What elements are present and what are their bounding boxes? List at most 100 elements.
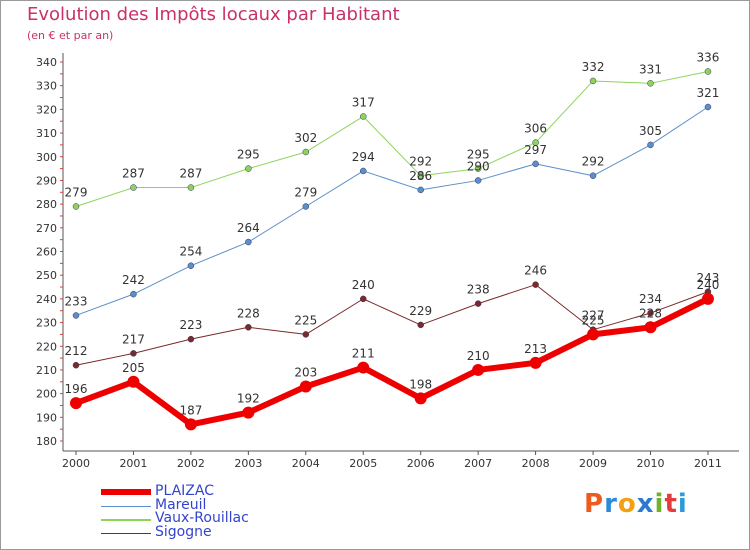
data-point-vaux-rouillac bbox=[417, 172, 424, 179]
data-point-sigogne bbox=[187, 335, 195, 343]
x-tick-label: 2001 bbox=[119, 457, 147, 470]
data-label: 203 bbox=[294, 366, 317, 380]
logo-letter: i bbox=[654, 489, 665, 519]
legend-label: Vaux-Rouillac bbox=[155, 510, 249, 526]
legend-item-mareuil: Mareuil bbox=[101, 496, 341, 513]
data-point-vaux-rouillac bbox=[72, 203, 80, 210]
logo-letter: t bbox=[664, 489, 678, 519]
y-tick-label: 300 bbox=[36, 151, 57, 164]
data-point-vaux-rouillac bbox=[130, 184, 137, 191]
data-label: 286 bbox=[409, 169, 432, 183]
data-label: 279 bbox=[294, 185, 317, 199]
x-tick-label: 2009 bbox=[579, 457, 607, 470]
data-point-mareuil bbox=[72, 312, 80, 319]
x-tick-label: 2003 bbox=[234, 457, 262, 470]
logo-letter: o bbox=[617, 489, 637, 519]
series-line-vaux-rouillac bbox=[75, 70, 709, 207]
data-point-plaizac bbox=[357, 361, 370, 374]
legend-swatch bbox=[101, 505, 151, 507]
data-label: 306 bbox=[524, 122, 547, 136]
data-point-plaizac bbox=[70, 397, 82, 410]
data-point-mareuil bbox=[302, 203, 310, 210]
data-label: 211 bbox=[352, 347, 375, 361]
data-point-sigogne bbox=[417, 321, 424, 329]
data-label: 321 bbox=[696, 86, 719, 100]
legend-swatch bbox=[101, 532, 151, 534]
data-label: 292 bbox=[409, 155, 432, 169]
y-tick-label: 340 bbox=[36, 56, 57, 69]
data-label: 332 bbox=[582, 60, 605, 74]
y-tick-label: 250 bbox=[36, 269, 57, 282]
y-tick-label: 230 bbox=[36, 317, 57, 330]
series-line-plaizac bbox=[74, 296, 710, 428]
data-point-mareuil bbox=[245, 238, 252, 246]
legend-item-sigogne: Sigogne bbox=[101, 524, 341, 540]
data-label: 229 bbox=[409, 304, 432, 318]
data-label: 302 bbox=[294, 131, 317, 145]
chart-title: Evolution des Impôts locaux par Habitant bbox=[27, 4, 400, 25]
series-layer bbox=[70, 68, 714, 431]
data-label: 223 bbox=[179, 318, 202, 332]
data-label: 196 bbox=[65, 382, 88, 396]
data-label: 264 bbox=[237, 221, 260, 235]
y-tick-label: 240 bbox=[36, 293, 57, 306]
y-tick-label: 200 bbox=[36, 388, 57, 401]
legend-label: Mareuil bbox=[155, 496, 207, 513]
data-point-plaizac bbox=[184, 418, 197, 431]
y-tick-label: 180 bbox=[36, 435, 57, 448]
data-point-sigogne bbox=[302, 331, 310, 338]
proxiti-logo: Proxiti bbox=[584, 489, 688, 519]
data-label: 225 bbox=[582, 313, 605, 327]
data-point-vaux-rouillac bbox=[302, 148, 310, 156]
data-point-vaux-rouillac bbox=[647, 80, 654, 87]
data-label: 279 bbox=[65, 185, 88, 199]
data-point-vaux-rouillac bbox=[589, 77, 597, 85]
x-tick-label: 2010 bbox=[637, 457, 665, 470]
data-label: 213 bbox=[524, 342, 547, 356]
data-label: 238 bbox=[467, 283, 490, 297]
data-label: 336 bbox=[696, 50, 719, 64]
data-point-sigogne bbox=[360, 295, 367, 303]
y-tick-label: 320 bbox=[36, 103, 57, 116]
y-tick-label: 190 bbox=[36, 411, 57, 424]
data-point-plaizac bbox=[529, 356, 542, 369]
data-label: 240 bbox=[352, 278, 375, 292]
data-point-plaizac bbox=[587, 328, 600, 341]
data-label: 187 bbox=[179, 403, 202, 417]
data-point-vaux-rouillac bbox=[187, 184, 195, 191]
data-label: 297 bbox=[524, 143, 547, 157]
logo-letter: i bbox=[677, 489, 688, 519]
logo-letter: r bbox=[604, 489, 618, 519]
data-point-plaizac bbox=[644, 321, 657, 334]
y-tick-label: 330 bbox=[36, 80, 57, 93]
series-line-mareuil bbox=[75, 106, 709, 316]
data-point-vaux-rouillac bbox=[245, 165, 252, 172]
y-tick-label: 260 bbox=[36, 246, 57, 259]
data-point-mareuil bbox=[532, 160, 539, 168]
x-tick-label: 2005 bbox=[349, 457, 377, 470]
data-label: 217 bbox=[122, 332, 145, 346]
data-point-sigogne bbox=[245, 324, 252, 331]
logo-letter: x bbox=[636, 489, 655, 519]
data-point-plaizac bbox=[242, 406, 255, 419]
data-point-mareuil bbox=[589, 172, 597, 179]
data-label: 210 bbox=[467, 349, 490, 363]
data-label: 228 bbox=[237, 306, 260, 320]
data-label: 234 bbox=[639, 292, 662, 306]
data-point-mareuil bbox=[704, 103, 712, 111]
x-tick-label: 2007 bbox=[464, 457, 492, 470]
data-point-mareuil bbox=[360, 167, 367, 175]
data-label: 287 bbox=[179, 167, 202, 181]
data-label: 295 bbox=[467, 148, 490, 162]
data-label: 212 bbox=[65, 344, 88, 358]
data-label: 198 bbox=[409, 377, 432, 391]
data-label: 192 bbox=[237, 392, 260, 406]
y-tick-label: 220 bbox=[36, 340, 57, 353]
data-point-mareuil bbox=[647, 141, 654, 149]
data-point-vaux-rouillac bbox=[704, 68, 712, 75]
x-tick-label: 2000 bbox=[62, 457, 90, 470]
data-point-mareuil bbox=[474, 177, 482, 184]
data-label: 246 bbox=[524, 264, 547, 278]
